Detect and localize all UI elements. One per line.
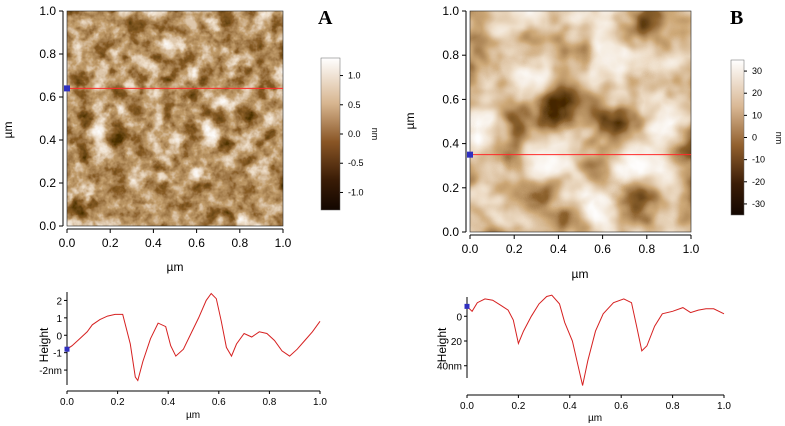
map-x-tick-label: 0.6 (594, 242, 611, 256)
map-a-y-label: µm (1, 122, 15, 139)
profile-x-tick-label: 0.6 (614, 401, 628, 412)
profile-x-tick-label: 0.0 (460, 401, 474, 412)
colorbar-tick-label: 10 (752, 110, 762, 120)
profile-b-marker (464, 303, 470, 309)
map-x-tick-label: 0.8 (231, 236, 248, 250)
map-x-tick-label: 0.6 (188, 236, 205, 250)
map-y-tick-label: 1.0 (39, 4, 56, 18)
map-a-x-label: µm (167, 260, 184, 274)
colorbar-b-unit: nm (774, 132, 784, 145)
profile-y-tick-label: 1 (56, 314, 62, 325)
afm-image-a (64, 10, 284, 227)
map-b-x-label: µm (572, 267, 589, 281)
panel-b: B 0.0 0.2 0.4 0.6 0.8 1.0 µm 0.0 0.2 0.4 0.6 0.8 1… (403, 4, 784, 424)
profile-a-y-label: Height (37, 327, 51, 362)
profile-x-tick-label: 1.0 (313, 397, 327, 408)
profile-y-tick-label: -1 (53, 349, 62, 360)
map-x-tick-label: 1.0 (275, 236, 292, 250)
map-x-tick-label: 1.0 (683, 242, 700, 256)
profile-b-x-label: µm (588, 413, 602, 424)
map-y-tick-label: 1.0 (442, 4, 459, 18)
profile-y-tick-label: 20 (451, 337, 463, 348)
colorbar-tick-label: -1.0 (348, 187, 364, 197)
map-x-tick-label: 0.4 (145, 236, 162, 250)
profile-y-tick-label: 40nm (437, 362, 462, 373)
map-b-y-label: µm (403, 113, 417, 130)
profile-x-tick-label: 0.6 (212, 397, 226, 408)
profile-a-marker (64, 346, 70, 352)
map-y-tick-label: 0.8 (442, 48, 459, 62)
colorbar-tick-label: -20 (752, 177, 765, 187)
colorbar-b: 30 20 10 0 -10 -20 -30 nm (730, 59, 784, 216)
map-b-y-axis: 0.0 0.2 0.4 0.6 0.8 1.0 µm (403, 4, 467, 239)
map-y-tick-label: 0.8 (39, 47, 56, 61)
afm-height-map-b (470, 11, 691, 232)
colorbar-a-gradient (320, 57, 341, 211)
map-y-tick-label: 0.4 (39, 133, 56, 147)
panel-a: A 0.0 0.2 0.4 0.6 0.8 1.0 µm 0.0 0.2 0.4 0.6 0.8 1… (1, 4, 380, 421)
colorbar-tick-label: 20 (752, 88, 762, 98)
map-y-tick-label: 0.0 (442, 225, 459, 239)
colorbar-tick-label: 0.5 (348, 100, 361, 110)
afm-height-map-a (67, 11, 283, 226)
profile-a: 2 1 0 -1 -2nm 0.0 0.2 0.4 0.6 0.8 1.0 Height µm (37, 292, 327, 421)
map-x-tick-label: 0.0 (59, 236, 76, 250)
profile-y-tick-label: -2nm (39, 366, 62, 377)
profile-a-line (66, 292, 321, 382)
scan-marker-b (467, 151, 473, 158)
profile-x-tick-label: 0.0 (60, 397, 74, 408)
map-y-tick-label: 0.2 (442, 181, 459, 195)
colorbar-tick-label: -10 (752, 155, 765, 165)
map-y-tick-label: 0.0 (39, 219, 56, 233)
profile-x-tick-label: 0.2 (511, 401, 525, 412)
profile-x-tick-label: 0.8 (666, 401, 680, 412)
map-a-x-axis: 0.0 0.2 0.4 0.6 0.8 1.0 µm (59, 228, 292, 274)
map-x-tick-label: 0.2 (506, 242, 523, 256)
profile-x-tick-label: 0.8 (262, 397, 276, 408)
map-y-tick-label: 0.4 (442, 137, 459, 151)
map-b-x-axis: 0.0 0.2 0.4 0.6 0.8 1.0 µm (462, 234, 700, 281)
profile-x-tick-label: 0.4 (563, 401, 577, 412)
afm-image-b (467, 10, 692, 233)
panel-label-a: A (318, 7, 333, 29)
profile-y-tick-label: 0 (56, 331, 62, 342)
panel-label-b: B (730, 7, 743, 29)
profile-y-tick-label: 0 (456, 312, 462, 323)
map-x-tick-label: 0.0 (462, 242, 479, 256)
map-x-tick-label: 0.8 (638, 242, 655, 256)
colorbar-tick-label: 30 (752, 66, 762, 76)
colorbar-b-gradient (730, 59, 745, 216)
profile-x-tick-label: 0.2 (111, 397, 125, 408)
colorbar-a-unit: nm (370, 128, 380, 141)
scan-marker-a (64, 85, 70, 92)
colorbar-tick-label: 0.0 (348, 129, 361, 139)
profile-b: 0 20 40nm 0.0 0.2 0.4 0.6 0.8 1.0 Height µm (435, 294, 731, 424)
map-y-tick-label: 0.6 (39, 90, 56, 104)
colorbar-tick-label: -0.5 (348, 158, 364, 168)
profile-b-line (466, 294, 725, 386)
profile-a-x-label: µm (186, 410, 200, 421)
map-a-y-axis: 0.0 0.2 0.4 0.6 0.8 1.0 µm (1, 4, 64, 233)
map-y-tick-label: 0.2 (39, 176, 56, 190)
colorbar-tick-label: 1.0 (348, 71, 361, 81)
colorbar-tick-label: 0 (752, 133, 757, 143)
profile-x-tick-label: 0.4 (161, 397, 175, 408)
map-x-tick-label: 0.2 (102, 236, 119, 250)
profile-x-tick-label: 1.0 (717, 401, 731, 412)
profile-y-tick-label: 2 (56, 296, 62, 307)
profile-b-y-label: Height (435, 327, 449, 362)
map-y-tick-label: 0.6 (442, 92, 459, 106)
colorbar-a: 1.0 0.5 0.0 -0.5 -1.0 nm (320, 57, 380, 211)
map-x-tick-label: 0.4 (550, 242, 567, 256)
colorbar-tick-label: -30 (752, 199, 765, 209)
